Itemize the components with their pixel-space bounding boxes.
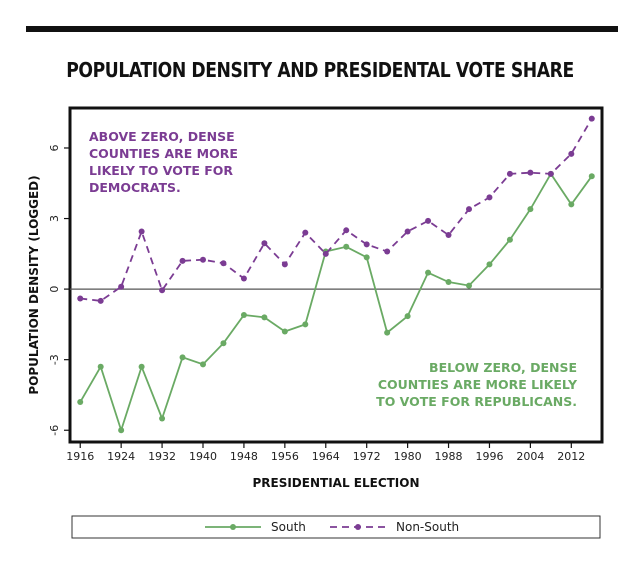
x-tick-label: 1972 (353, 450, 381, 463)
point-south (159, 415, 166, 422)
point-non-south (118, 283, 125, 290)
x-tick-label: 1980 (394, 450, 422, 463)
point-south (568, 201, 575, 208)
y-tick-label: 0 (48, 286, 61, 293)
point-non-south (404, 228, 411, 235)
point-south (220, 340, 227, 347)
annotation-republicans: TO VOTE FOR REPUBLICANS. (376, 394, 577, 409)
point-south (200, 361, 206, 368)
point-non-south (159, 287, 166, 294)
point-non-south (281, 261, 288, 268)
annotation-democrats: DEMOCRATS. (89, 180, 181, 195)
point-non-south (547, 170, 554, 177)
x-tick-label: 2012 (557, 450, 585, 463)
x-tick-label: 1924 (107, 450, 135, 463)
legend: South Non-South (71, 515, 601, 539)
point-non-south (302, 229, 309, 236)
annotation-republicans: BELOW ZERO, DENSE (429, 360, 577, 375)
x-tick-label: 1932 (148, 450, 176, 463)
point-south (240, 311, 247, 318)
point-non-south (588, 115, 595, 122)
chart-title: POPULATION DENSITY AND PRESIDENTAL VOTE … (66, 58, 574, 82)
legend-marker (355, 524, 361, 530)
legend-label-south: South (271, 520, 306, 534)
point-south (118, 427, 125, 434)
y-tick-label: 3 (48, 215, 61, 222)
point-south (404, 313, 411, 320)
point-south (384, 329, 391, 336)
top-rule (26, 26, 618, 32)
point-south (506, 236, 513, 243)
point-non-south (200, 256, 206, 263)
point-non-south (527, 169, 534, 176)
point-non-south (220, 260, 227, 267)
point-south (302, 321, 309, 328)
point-non-south (445, 232, 452, 239)
x-axis-label: PRESIDENTIAL ELECTION (252, 476, 419, 490)
annotation-democrats: ABOVE ZERO, DENSE (89, 129, 235, 144)
point-non-south (486, 194, 493, 201)
x-tick-label: 1996 (475, 450, 503, 463)
point-south (261, 314, 268, 321)
point-non-south (261, 240, 268, 247)
point-south (97, 363, 104, 370)
x-tick-label: 2004 (516, 450, 544, 463)
y-tick-label: -3 (48, 354, 61, 365)
y-tick-label: 6 (48, 144, 61, 151)
x-tick-label: 1964 (312, 450, 340, 463)
point-non-south (240, 275, 247, 282)
point-non-south (179, 257, 186, 264)
point-non-south (384, 248, 391, 255)
point-non-south (425, 217, 432, 224)
point-south (425, 269, 432, 276)
point-non-south (138, 228, 145, 235)
series-line-non-south (80, 118, 593, 302)
point-non-south (506, 170, 513, 177)
annotation-republicans: COUNTIES ARE MORE LIKELY (378, 377, 578, 392)
x-tick-label: 1988 (435, 450, 463, 463)
series-line-south (79, 172, 593, 434)
point-south (445, 279, 452, 286)
point-non-south (568, 150, 575, 157)
legend-label-non-south: Non-South (396, 520, 459, 534)
point-non-south (97, 297, 104, 304)
point-non-south (322, 250, 329, 257)
point-south (527, 206, 534, 213)
point-south (179, 354, 186, 361)
point-south (77, 399, 84, 406)
point-non-south (77, 295, 84, 302)
point-south (486, 261, 493, 268)
point-south (343, 243, 350, 250)
point-non-south (343, 227, 350, 234)
legend-marker (230, 524, 236, 530)
annotation-democrats: COUNTIES ARE MORE (89, 146, 238, 161)
point-non-south (466, 206, 472, 213)
x-tick-label: 1916 (66, 450, 94, 463)
point-south (138, 363, 145, 370)
point-south (588, 173, 595, 180)
x-tick-label: 1948 (230, 450, 258, 463)
point-south (363, 254, 370, 261)
point-south (466, 282, 472, 289)
y-axis-label: POPULATION DENSITY (LOGGED) (27, 175, 41, 394)
x-tick-label: 1956 (271, 450, 299, 463)
point-non-south (363, 241, 370, 248)
y-tick-label: -6 (48, 425, 61, 436)
point-south (281, 328, 288, 335)
annotation-democrats: LIKELY TO VOTE FOR (89, 163, 233, 178)
x-tick-label: 1940 (189, 450, 217, 463)
plot-frame (68, 106, 604, 444)
